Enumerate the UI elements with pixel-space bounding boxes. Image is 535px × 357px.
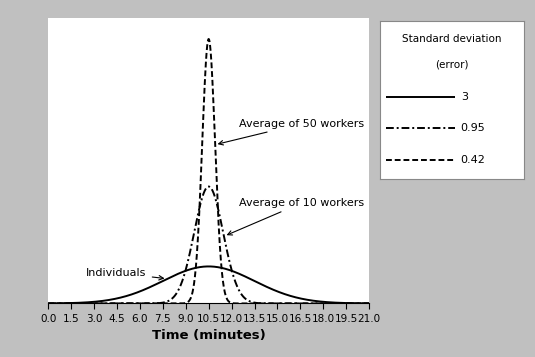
Text: Average of 50 workers: Average of 50 workers (219, 119, 364, 145)
Text: Individuals: Individuals (86, 268, 163, 280)
Text: 0.95: 0.95 (461, 123, 485, 133)
Text: Standard deviation: Standard deviation (402, 34, 502, 44)
Text: Average of 10 workers: Average of 10 workers (227, 198, 364, 235)
X-axis label: Time (minutes): Time (minutes) (152, 330, 265, 342)
Text: 0.42: 0.42 (461, 155, 486, 165)
Text: (error): (error) (435, 59, 469, 69)
Text: 3: 3 (461, 92, 468, 102)
